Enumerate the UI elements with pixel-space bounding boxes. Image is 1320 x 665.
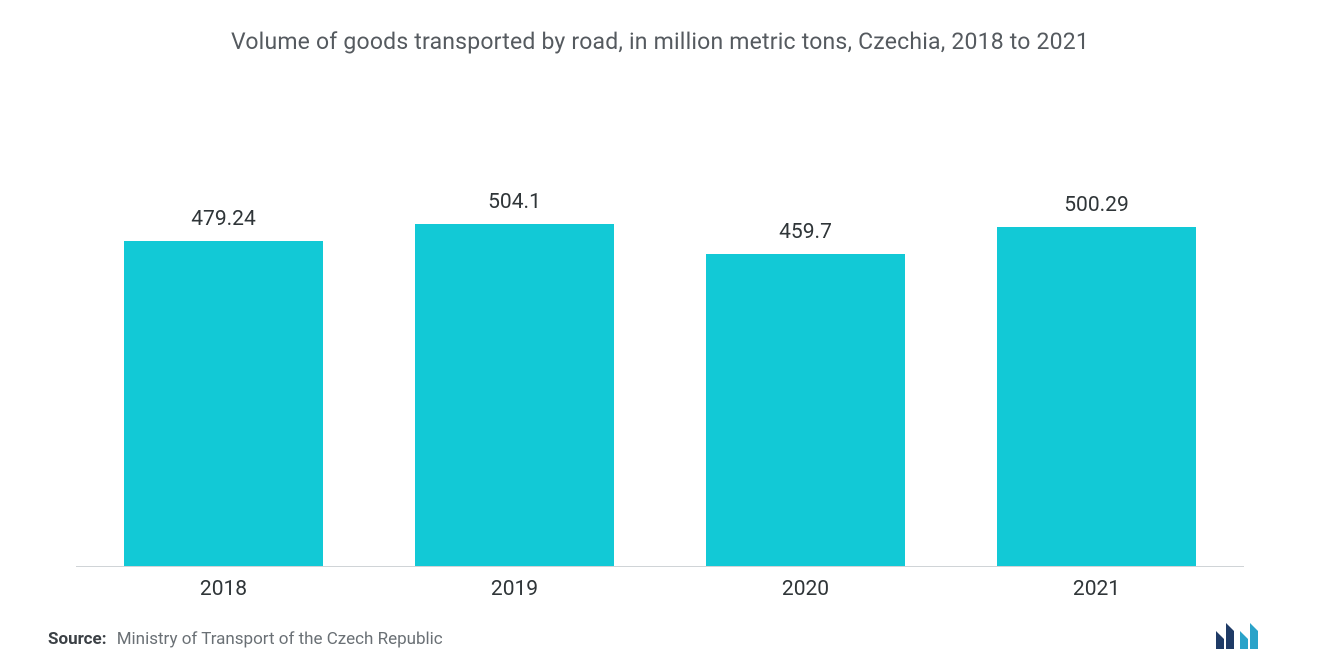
source-label: Source: bbox=[48, 629, 112, 649]
plot-area: 479.24 504.1 459.7 500.29 bbox=[48, 83, 1272, 566]
bar bbox=[124, 241, 323, 566]
category-label: 2021 bbox=[951, 567, 1242, 601]
bar bbox=[997, 227, 1196, 566]
chart-container: Volume of goods transported by road, in … bbox=[0, 0, 1320, 665]
bar-value-label: 504.1 bbox=[488, 190, 541, 214]
chart-title: Volume of goods transported by road, in … bbox=[48, 28, 1272, 55]
bar-column: 504.1 bbox=[369, 83, 660, 566]
category-label: 2018 bbox=[78, 567, 369, 601]
chart-footer: Source: Ministry of Transport of the Cze… bbox=[48, 617, 1272, 649]
bar-column: 479.24 bbox=[78, 83, 369, 566]
bar-value-label: 500.29 bbox=[1064, 193, 1129, 217]
source-line: Source: Ministry of Transport of the Cze… bbox=[48, 629, 443, 649]
brand-logo-icon bbox=[1216, 617, 1272, 649]
bar bbox=[415, 224, 614, 566]
bar-value-label: 459.7 bbox=[779, 220, 832, 244]
bar bbox=[706, 254, 905, 566]
category-label: 2020 bbox=[660, 567, 951, 601]
category-label: 2019 bbox=[369, 567, 660, 601]
bar-column: 500.29 bbox=[951, 83, 1242, 566]
bar-column: 459.7 bbox=[660, 83, 951, 566]
source-text: Ministry of Transport of the Czech Repub… bbox=[117, 629, 443, 649]
bar-value-label: 479.24 bbox=[191, 207, 256, 231]
